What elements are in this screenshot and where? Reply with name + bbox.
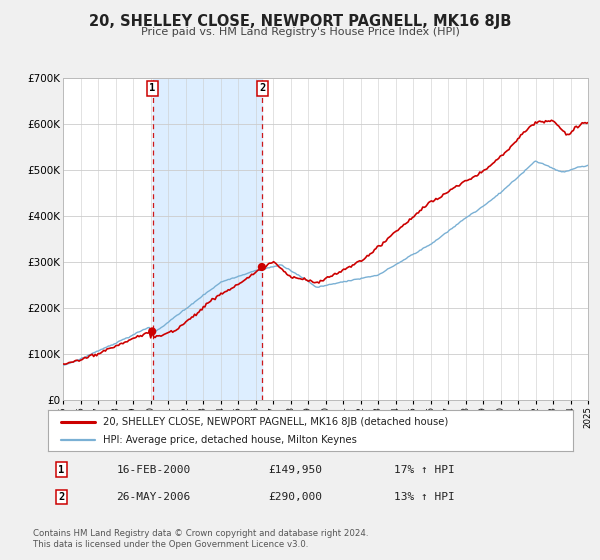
Text: Price paid vs. HM Land Registry's House Price Index (HPI): Price paid vs. HM Land Registry's House …: [140, 27, 460, 37]
Text: Contains HM Land Registry data © Crown copyright and database right 2024.: Contains HM Land Registry data © Crown c…: [33, 529, 368, 538]
Text: 16-FEB-2000: 16-FEB-2000: [116, 465, 191, 474]
Text: 1: 1: [58, 465, 64, 474]
Text: This data is licensed under the Open Government Licence v3.0.: This data is licensed under the Open Gov…: [33, 540, 308, 549]
Text: HPI: Average price, detached house, Milton Keynes: HPI: Average price, detached house, Milt…: [103, 435, 357, 445]
Text: £290,000: £290,000: [269, 492, 323, 502]
Bar: [152, 78, 262, 400]
Text: 13% ↑ HPI: 13% ↑ HPI: [395, 492, 455, 502]
Point: [148, 327, 157, 336]
Text: 20, SHELLEY CLOSE, NEWPORT PAGNELL, MK16 8JB (detached house): 20, SHELLEY CLOSE, NEWPORT PAGNELL, MK16…: [103, 417, 448, 427]
Point: [257, 263, 266, 272]
Text: 20, SHELLEY CLOSE, NEWPORT PAGNELL, MK16 8JB: 20, SHELLEY CLOSE, NEWPORT PAGNELL, MK16…: [89, 14, 511, 29]
Text: 17% ↑ HPI: 17% ↑ HPI: [395, 465, 455, 474]
Text: 2: 2: [259, 83, 265, 93]
Text: 26-MAY-2006: 26-MAY-2006: [116, 492, 191, 502]
Text: 1: 1: [149, 83, 156, 93]
Text: 2: 2: [58, 492, 64, 502]
Text: £149,950: £149,950: [269, 465, 323, 474]
